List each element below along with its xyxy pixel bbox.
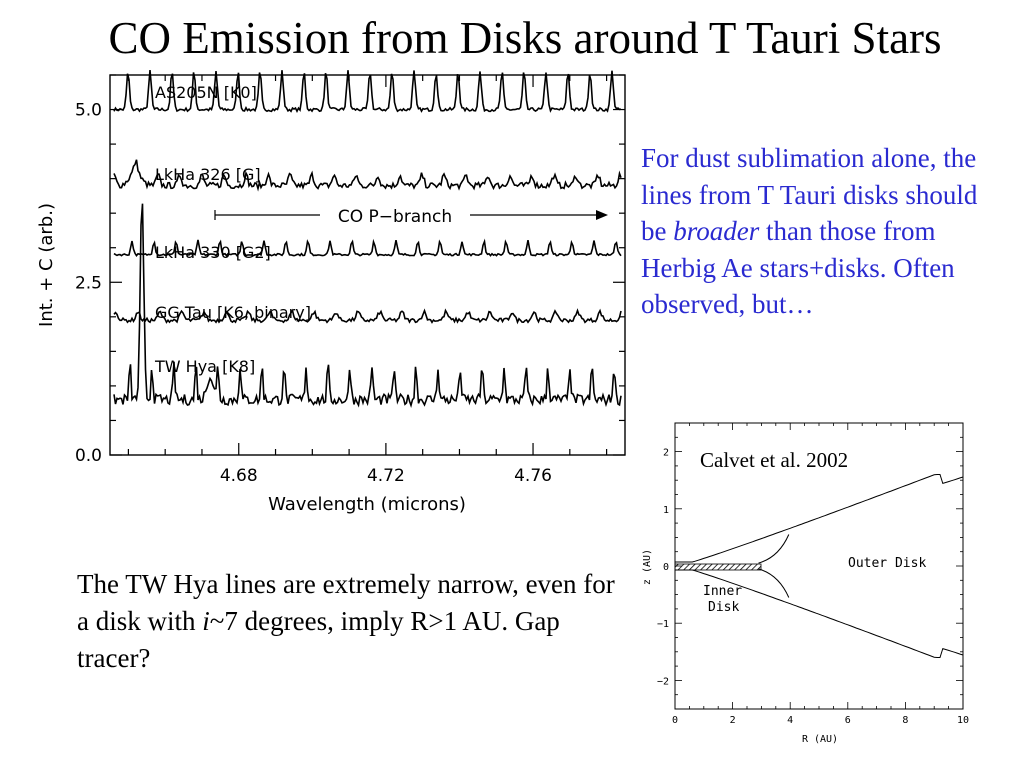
inner-rim-lower [758,568,790,598]
spectrum-line [113,238,622,257]
disk-x-tick-label: 0 [672,715,678,726]
disk-y-tick-label: 1 [663,505,669,516]
bottom-text-emphasis: i [202,606,210,636]
bottom-text-part1: The TW Hya lines are extremely narrow, e… [77,569,615,636]
co-p-branch-arrow: CO P−branch [214,207,608,227]
disk-plot-ticks [674,422,964,710]
spectra-x-tick-label: 4.72 [367,466,405,486]
spectra-y-tick-label: 2.5 [75,273,102,293]
disk-y-tick-label: −2 [657,676,669,687]
inner-disk-hatched-region [674,563,762,571]
blue-text-emphasis: broader [673,216,760,246]
blue-text-part1: For dust sublimation alone, the lines fr… [641,143,978,246]
citation: Calvet et al. 2002 [700,448,849,472]
inner-rim-upper [758,534,790,564]
spectrum-line [113,70,622,114]
disk-y-tick-label: 2 [663,448,669,459]
spectra-x-tick-labels: 4.68 4.72 4.76 [220,466,552,486]
blue-text-part2: than those from Herbig Ae stars+disks. O… [641,216,955,319]
spectra-ticks [110,74,625,456]
disk-y-tick-label: −1 [657,619,669,630]
spectrum-series-label: LkHa 330 [G2] [155,243,271,262]
disk-x-axis-label: R (AU) [802,734,838,745]
spectra-series-labels: AS205N [K0] LkHa 326 [G] LkHa 330 [G2] GG T… [154,83,311,376]
disk-x-tick-label: 10 [957,715,969,726]
disk-x-tick-label: 2 [730,715,736,726]
spectra-x-axis-label: Wavelength (microns) [268,494,466,515]
tw-hya-commentary: The TW Hya lines are extremely narrow, e… [77,566,617,677]
outer-disk-label: Outer Disk [848,556,926,571]
disk-y-axis-label: z (AU) [642,549,653,585]
spectra-y-axis-label: Int. + C (arb.) [36,203,57,327]
disk-y-tick-label: 0 [663,562,669,573]
spectra-y-tick-label: 0.0 [75,446,102,466]
inner-disk-label-line1: Inner [703,584,742,599]
spectrum-series-label: AS205N [K0] [155,83,257,102]
spectra-y-tick-label: 5.0 [75,101,102,121]
disk-lower-surface [675,569,964,658]
spectra-x-tick-label: 4.76 [514,466,552,486]
inner-disk-label-line2: Disk [708,600,739,615]
disk-x-tick-labels: 0 2 4 6 8 10 [672,715,969,726]
spectrum-line [113,203,622,408]
spectrum-series-label: TW Hya [K8] [154,357,255,376]
spectra-curves [113,70,622,408]
spectrum-series-label: LkHa 326 [G] [155,165,261,184]
spectrum-series-label: GG Tau [K6, binary] [155,303,311,322]
disk-x-tick-label: 8 [902,715,908,726]
disk-surfaces [675,474,964,658]
disk-x-tick-label: 6 [845,715,851,726]
spectra-y-tick-labels: 0.0 2.5 5.0 [75,101,102,466]
spectra-plot-frame [109,74,626,456]
disk-y-tick-labels: −2 −1 0 1 2 [657,448,669,688]
bottom-text-part2: ~7 degrees, imply R>1 AU. Gap tracer? [77,606,560,673]
disk-x-tick-label: 4 [787,715,793,726]
blue-commentary: For dust sublimation alone, the lines fr… [641,140,986,323]
co-spectra-figure: AS205N [K0] LkHa 326 [G] LkHa 330 [G2] GG T… [36,70,626,515]
spectrum-line [113,159,622,192]
disk-geometry-figure: −2 −1 0 1 2 0 2 4 6 8 10 Outer Disk Inner Disk R … [642,422,969,745]
slide-title: CO Emission from Disks around T Tauri St… [108,13,942,63]
co-p-branch-label: CO P−branch [338,207,452,227]
disk-upper-surface [675,474,964,563]
spectrum-line [113,308,622,325]
spectra-x-tick-label: 4.68 [220,466,258,486]
